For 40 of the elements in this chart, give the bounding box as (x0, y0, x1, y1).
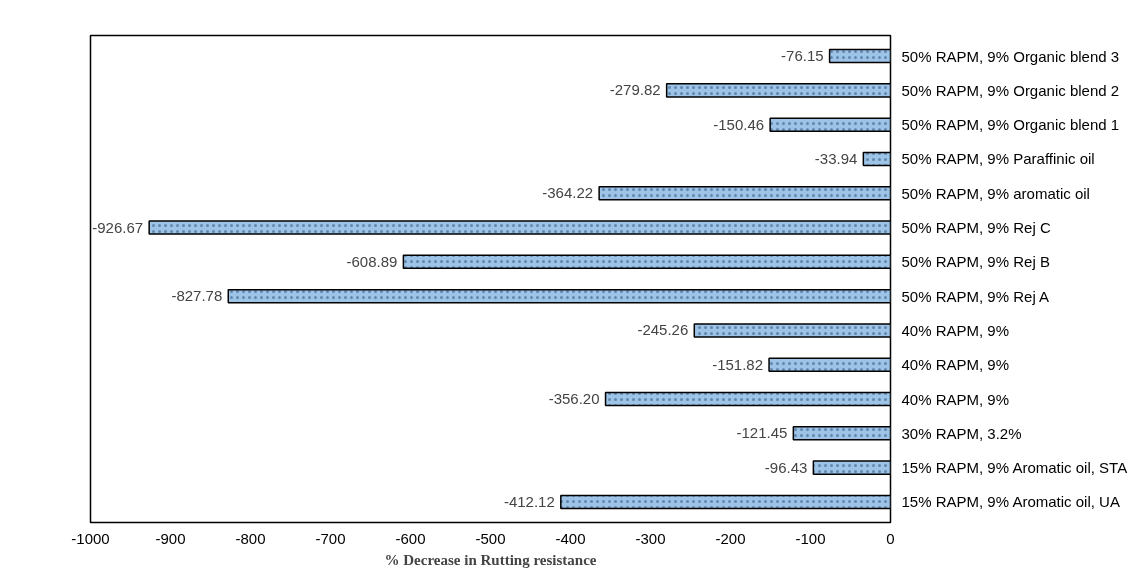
data-label: -279.82 (609, 81, 661, 99)
data-label: -76.15 (781, 47, 824, 65)
y-tick-label: 50% RAPM, 9% Organic blend 1 (901, 116, 1120, 134)
y-tick-label: 50% RAPM, 9% Rej C (901, 219, 1051, 237)
x-tick-label: -800 (235, 529, 266, 547)
y-tick-label: 15% RAPM, 9% Aromatic oil, UA (901, 493, 1120, 511)
data-label: -121.45 (736, 424, 788, 442)
data-label: -245.26 (637, 321, 689, 339)
y-tick-label: 40% RAPM, 9% (901, 356, 1010, 374)
y-tick-label: 50% RAPM, 9% Rej B (901, 253, 1050, 271)
y-tick-label: 50% RAPM, 9% Organic blend 3 (901, 47, 1120, 65)
data-label: -151.82 (712, 355, 764, 373)
data-label: -33.94 (814, 149, 858, 167)
data-label: -96.43 (764, 458, 808, 476)
data-label: -356.20 (548, 390, 600, 408)
data-label: -608.89 (346, 252, 398, 270)
x-tick-label: -900 (155, 529, 186, 547)
x-tick-label: -600 (395, 529, 426, 547)
data-label: -412.12 (503, 492, 555, 510)
data-label: -926.67 (92, 218, 144, 236)
y-tick-label: 40% RAPM, 9% (901, 321, 1010, 339)
x-tick-label: -500 (475, 529, 506, 547)
y-tick-label: 30% RAPM, 3.2% (901, 424, 1022, 442)
x-tick-label: -700 (315, 529, 346, 547)
x-tick-label: -1000 (71, 529, 110, 547)
y-tick-label: 50% RAPM, 9% Paraffinic oil (901, 150, 1095, 168)
y-tick-label: 50% RAPM, 9% aromatic oil (901, 184, 1090, 202)
data-label: -827.78 (171, 287, 223, 305)
x-axis-title: % Decrease in Rutting resistance (384, 551, 597, 568)
x-tick-label: -100 (795, 529, 826, 547)
x-tick-label: 0 (886, 529, 895, 547)
x-tick-label: -200 (715, 529, 746, 547)
data-label: -364.22 (542, 184, 594, 202)
y-tick-label: 15% RAPM, 9% Aromatic oil, STA (901, 459, 1128, 477)
x-tick-label: -400 (555, 529, 586, 547)
data-label: -150.46 (713, 115, 765, 133)
y-tick-label: 40% RAPM, 9% (901, 390, 1010, 408)
x-tick-label: -300 (635, 529, 666, 547)
y-tick-label: 50% RAPM, 9% Organic blend 2 (901, 81, 1120, 99)
y-tick-label: 50% RAPM, 9% Rej A (901, 287, 1050, 305)
